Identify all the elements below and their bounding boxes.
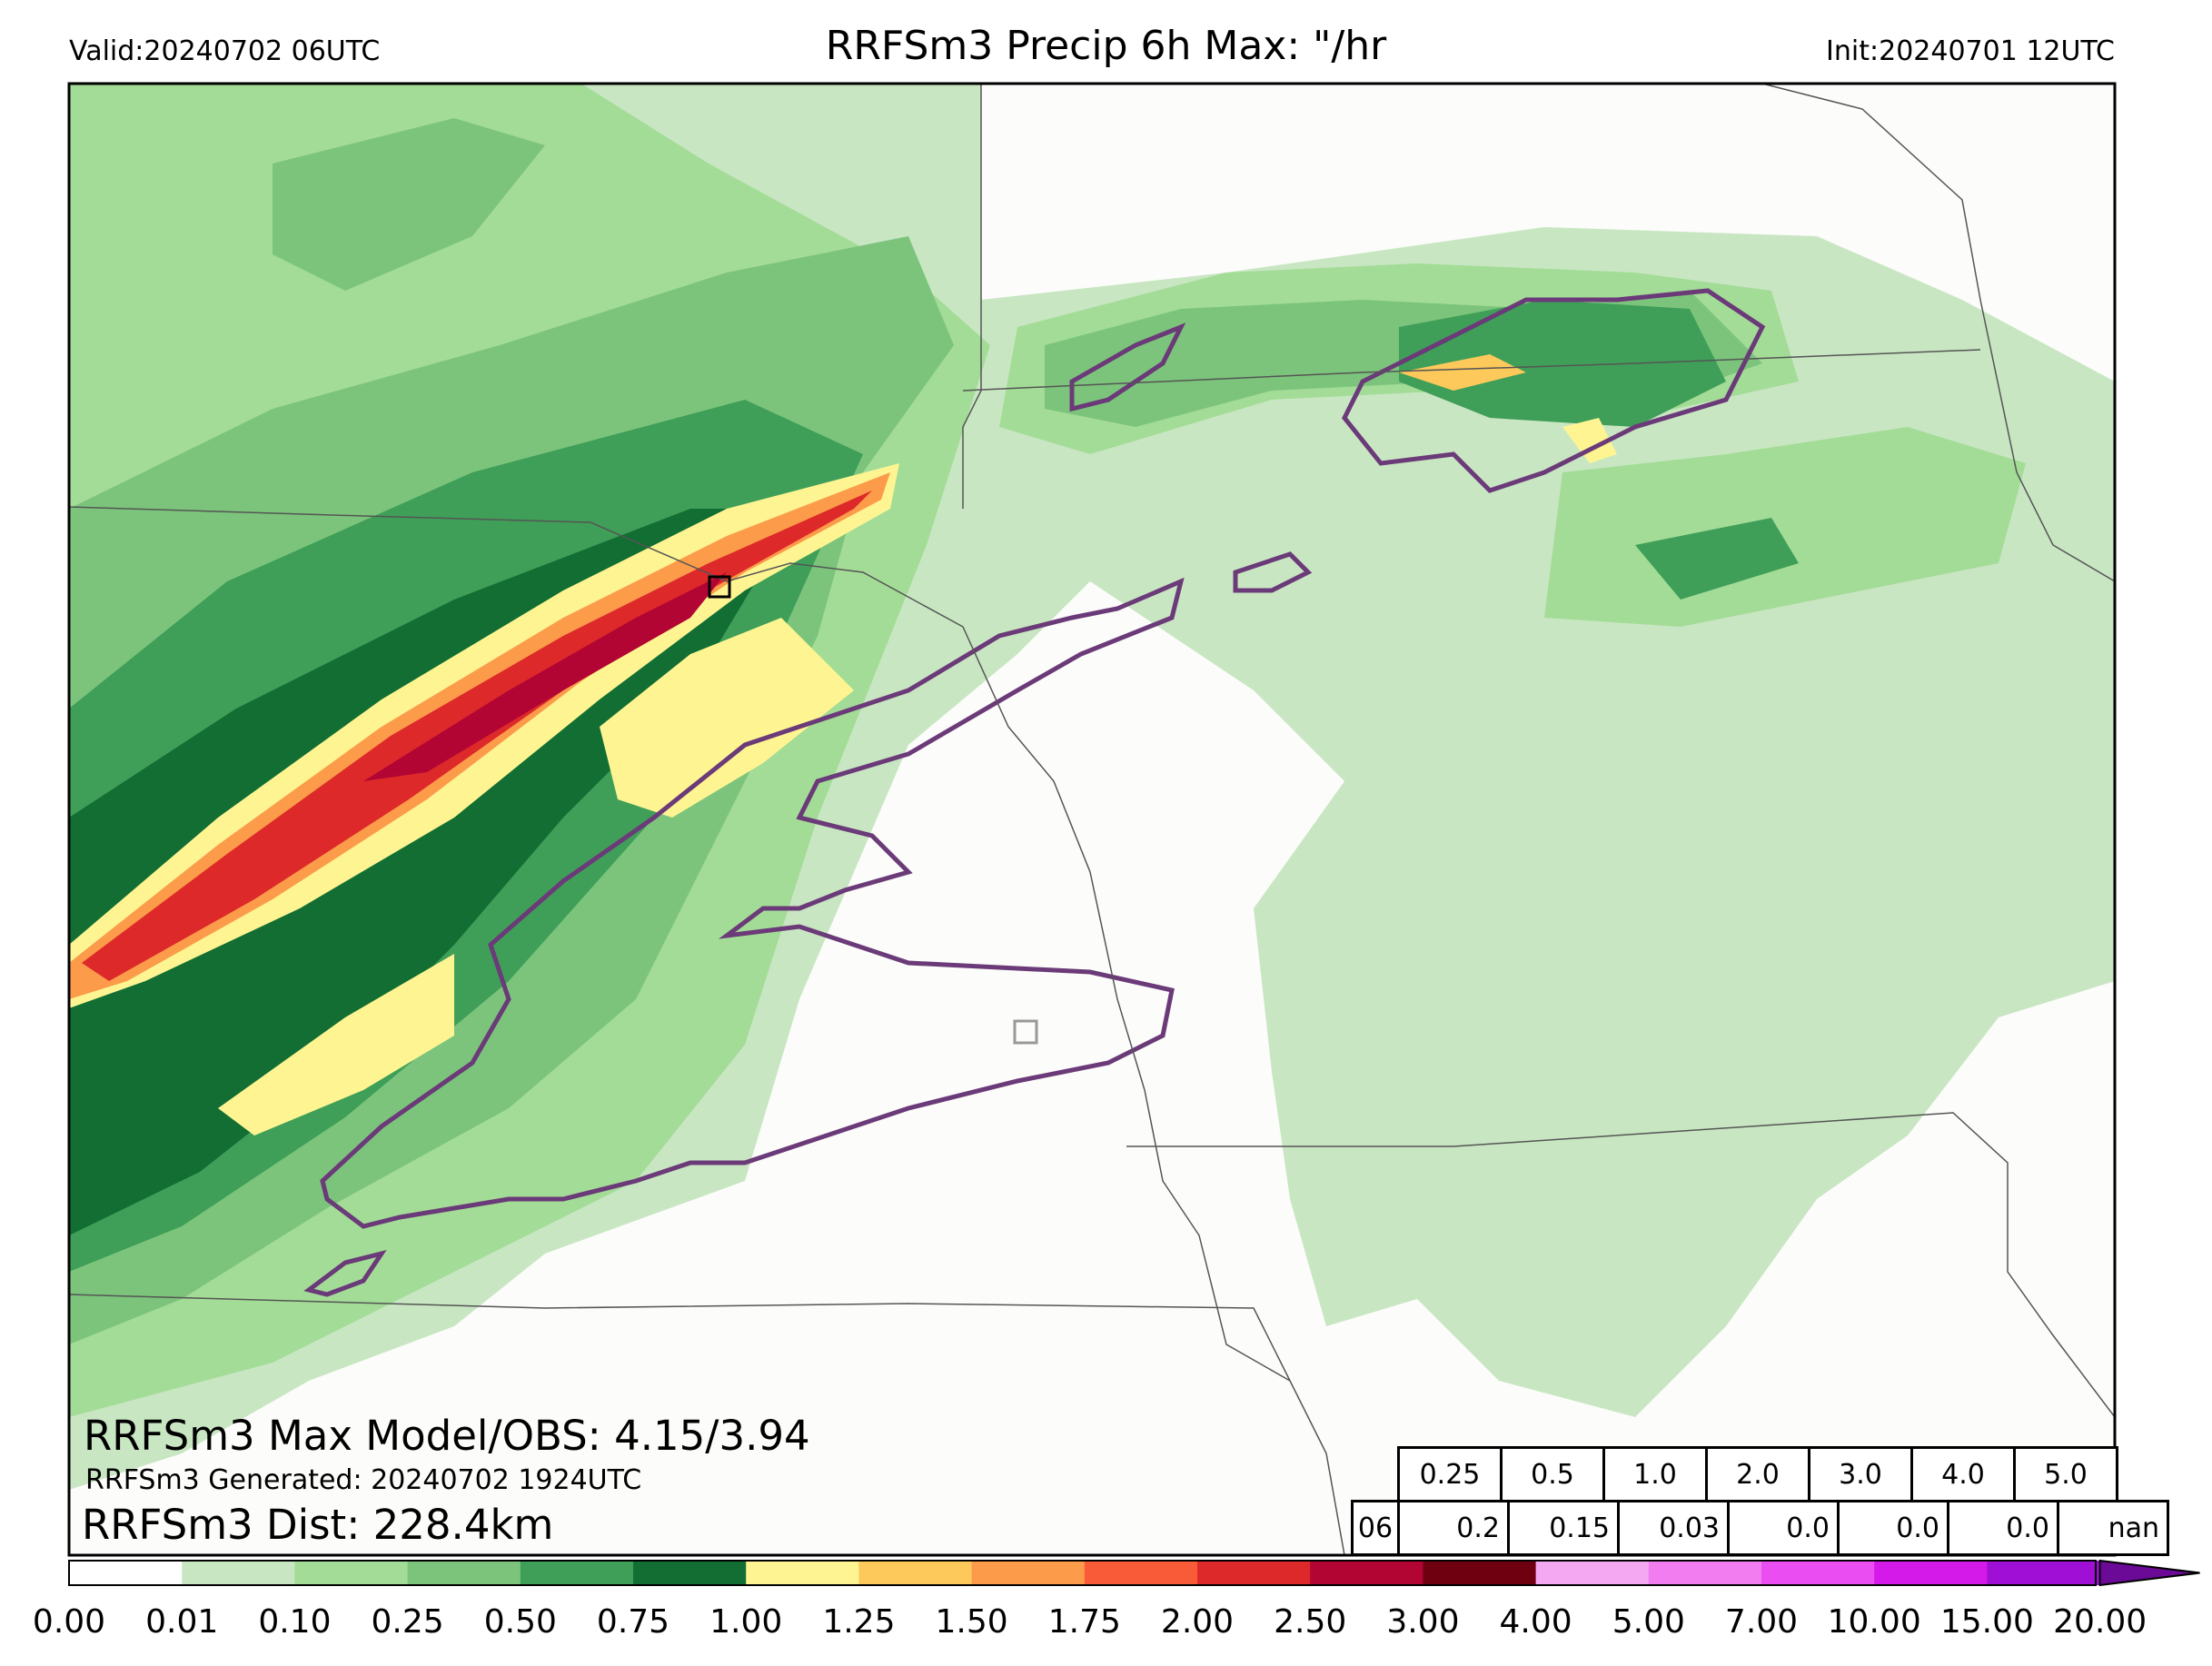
colorbar-tick-labels: 0.00 0.01 0.10 0.25 0.50 0.75 1.00 1.25 1.50 1.75… [0,1603,2212,1649]
colorbar-tick-label: 2.00 [1160,1603,1235,1641]
colorbar-segment [1761,1561,1875,1585]
precip-band-2.50 [363,572,727,781]
distance-text: RRFSm3 Dist: 228.4km [82,1501,554,1549]
threshold-table: 0.25 0.5 1.0 2.0 3.0 4.0 5.0 [1397,1446,2118,1502]
colorbar-tick-label: 0.10 [258,1603,332,1641]
precip-band-0.50-east [1635,518,1799,600]
colorbar-segment [407,1561,521,1585]
colorbar-tick-label: 0.75 [596,1603,670,1641]
colorbar-segment [1197,1561,1311,1585]
threshold-cell: 3.0 [1808,1446,1913,1502]
colorbar-tick-label: 10.00 [1827,1603,1921,1641]
colorbar-tick-label: 1.00 [709,1603,783,1641]
score-cell: 0.03 [1617,1500,1730,1556]
colorbar-segment [294,1561,409,1585]
colorbar-tick-label: 1.50 [935,1603,1008,1641]
precip-band-0.25-nw [273,118,545,291]
threshold-cell: 2.0 [1705,1446,1810,1502]
max-model-marker [708,575,731,599]
colorbar-segment [971,1561,1086,1585]
map-frame [67,82,2117,1557]
colorbar-segment [1084,1561,1198,1585]
score-cell: 0.0 [1947,1500,2059,1556]
observed-precip-outline-main [320,577,1185,1229]
threshold-cell: 5.0 [2013,1446,2118,1502]
precip-band-1.25-north [1399,354,1526,391]
colorbar-segment [1987,1561,2101,1585]
init-time-label: Init:20240701 12UTC [1826,35,2115,67]
threshold-cell: 0.5 [1500,1446,1605,1502]
colorbar-segment [520,1561,634,1585]
observed-precip-outline-island [1233,551,1313,593]
colorbar-segment [858,1561,973,1585]
colorbar-tick-label: 0.50 [483,1603,557,1641]
colorbar-tick-label: 3.00 [1386,1603,1460,1641]
colorbar-segment [69,1561,183,1585]
colorbar-segment [1423,1561,1537,1585]
colorbar-tick-label: 2.50 [1274,1603,1347,1641]
colorbar-tick-label: 15.00 [1939,1603,2034,1641]
colorbar-segment [1874,1561,1988,1585]
valid-time-label: Valid:20240702 06UTC [69,35,381,67]
colorbar-tick-label: 1.25 [822,1603,896,1641]
max-obs-marker [1013,1019,1038,1045]
state-boundaries [69,84,2115,1555]
threshold-cell: 1.0 [1602,1446,1708,1502]
score-cell: 0.2 [1397,1500,1510,1556]
precip-band-1.00-secondary [600,618,854,818]
colorbar-segment [1535,1561,1650,1585]
colorbar-tick-label: 0.00 [32,1603,106,1641]
colorbar-segment [746,1561,859,1585]
observed-precip-outline-south [303,1250,387,1297]
max-model-obs-text: RRFSm3 Max Model/OBS: 4.15/3.94 [84,1412,810,1460]
score-cell: nan [2057,1500,2169,1556]
precip-band-0.75 [69,509,799,1235]
precip-field [69,84,2115,1555]
precip-band-0.50-north [1399,300,1726,427]
colorbar [69,1559,2200,1587]
threshold-cell: 4.0 [1910,1446,2016,1502]
threshold-cell: 0.25 [1397,1446,1503,1502]
colorbar-frame [68,1560,2097,1586]
observed-precip-outline-northwest [1069,322,1186,412]
score-cell: 0.0 [1837,1500,1949,1556]
colorbar-segment [1648,1561,1762,1585]
colorbar-segment [633,1561,747,1585]
score-table: 06 0.2 0.15 0.03 0.0 0.0 0.0 nan [1351,1500,2169,1556]
precip-band-1.00-northeast [1562,418,1617,463]
score-cell: 0.15 [1507,1500,1620,1556]
colorbar-tick-label: 0.25 [371,1603,444,1641]
observed-precip-outline-north [1342,288,1766,493]
colorbar-segment [182,1561,295,1585]
colorbar-tick-label: 7.00 [1724,1603,1799,1641]
hour-cell: 06 [1351,1500,1400,1556]
colorbar-tick-label: 0.01 [145,1603,219,1641]
generated-text: RRFSm3 Generated: 20240702 1924UTC [85,1464,642,1496]
colorbar-tick-label: 1.75 [1047,1603,1121,1641]
score-cell: 0.0 [1727,1500,1840,1556]
precip-band-1.00-south [218,954,454,1135]
colorbar-tick-label: 4.00 [1499,1603,1572,1641]
colorbar-extend-arrow [2098,1559,2200,1587]
colorbar-segment [1310,1561,1423,1585]
colorbar-tick-label: 5.00 [1612,1603,1685,1641]
map-title: RRFSm3 Precip 6h Max: "/hr [825,22,1387,69]
colorbar-tick-label: 20.00 [2053,1603,2148,1641]
